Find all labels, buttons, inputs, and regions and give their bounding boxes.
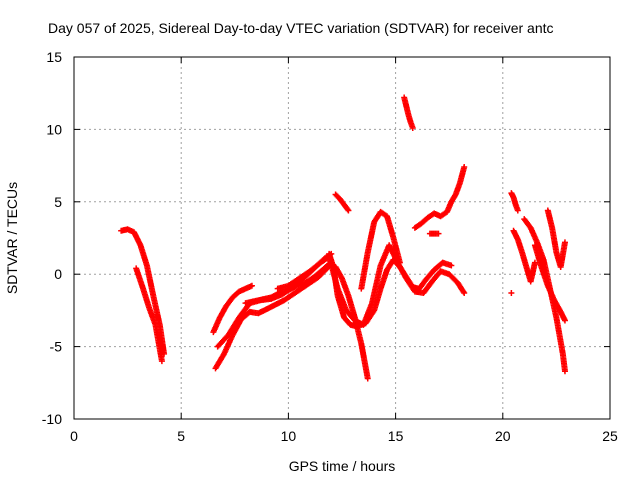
y-tick-label: -10: [42, 411, 62, 427]
series-track-d: [212, 259, 335, 372]
chart-title: Day 057 of 2025, Sidereal Day-to-day VTE…: [48, 20, 554, 36]
series-track-l: [411, 164, 468, 231]
x-tick-label: 25: [602, 428, 618, 444]
data-point-marker: [409, 124, 416, 131]
series-track-k: [401, 94, 416, 131]
y-tick-label: -5: [50, 339, 63, 355]
series-track-j: [332, 191, 352, 214]
y-tick-label: 10: [46, 121, 62, 137]
x-tick-label: 15: [388, 428, 404, 444]
series-track-c: [210, 282, 255, 336]
data-point-marker: [561, 368, 568, 375]
y-tick-labels: -10 -5 0 5 10 15: [42, 49, 62, 427]
data-point-marker: [561, 317, 568, 324]
series-track-q: [531, 242, 568, 324]
data-point-marker: [461, 290, 468, 297]
y-tick-label: 5: [54, 194, 62, 210]
data-point-marker: [248, 282, 255, 289]
x-tick-label: 5: [177, 428, 185, 444]
data-point-marker: [435, 230, 442, 237]
x-tick-label: 20: [495, 428, 511, 444]
series-track-s: [508, 290, 515, 297]
series-track-p: [521, 216, 568, 375]
series-track-r: [544, 207, 568, 270]
x-axis-label: GPS time / hours: [289, 458, 396, 474]
series-track-n: [508, 190, 521, 214]
data-point-marker: [448, 262, 455, 269]
x-tick-labels: 0 5 10 15 20 25: [70, 428, 618, 444]
x-tick-label: 0: [70, 428, 78, 444]
grid-lines: [74, 57, 610, 419]
series-track-b: [133, 265, 165, 365]
series-track-o: [510, 227, 538, 285]
data-point-marker: [344, 206, 351, 213]
data-point-marker: [514, 207, 521, 214]
y-tick-label: 15: [46, 49, 62, 65]
data-point-marker: [531, 259, 538, 266]
series-track-m: [426, 230, 442, 237]
series-track-f: [242, 261, 371, 382]
y-tick-label: 0: [54, 266, 62, 282]
data-point-marker: [364, 375, 371, 382]
data-points: [118, 94, 568, 382]
series-track-i: [358, 208, 403, 292]
data-point-marker: [508, 290, 515, 297]
y-axis-label: SDTVAR / TECUs: [4, 182, 20, 294]
data-point-marker: [396, 259, 403, 266]
data-point-marker: [158, 358, 165, 365]
axis-ticks: [73, 56, 611, 420]
data-point-marker: [461, 164, 468, 171]
x-tick-label: 10: [281, 428, 297, 444]
plot-frame: [73, 56, 611, 420]
data-point-marker: [561, 239, 568, 246]
data-point-marker: [345, 207, 352, 214]
